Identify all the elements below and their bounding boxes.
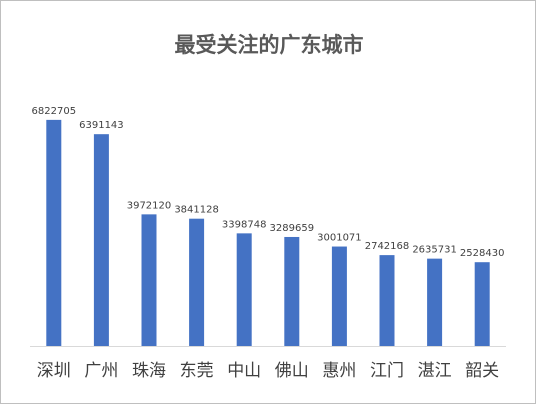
bar-4	[189, 218, 205, 346]
bar-1	[46, 119, 62, 346]
x-tick-label-2: 广州	[84, 361, 118, 381]
data-label-3: 3972120	[127, 200, 172, 211]
bar-7	[331, 246, 347, 346]
bar-3	[141, 214, 157, 346]
x-tick-label-10: 韶关	[465, 361, 499, 381]
data-label-8: 2742168	[365, 241, 410, 252]
data-label-6: 3289659	[270, 223, 315, 234]
bar-2	[93, 134, 109, 346]
data-label-5: 3398748	[222, 219, 267, 230]
data-label-2: 6391143	[79, 120, 124, 131]
x-tick-label-7: 惠州	[322, 361, 356, 381]
bar-8	[379, 255, 395, 346]
x-tick-label-1: 深圳	[37, 361, 71, 381]
x-tick-label-3: 珠海	[132, 361, 166, 381]
x-tick-label-9: 湛江	[418, 361, 452, 381]
data-label-9: 2635731	[412, 245, 457, 256]
data-label-10: 2528430	[460, 248, 505, 259]
bar-10	[474, 262, 490, 346]
x-tick-label-5: 中山	[227, 361, 261, 381]
x-tick-label-8: 江门	[370, 361, 404, 381]
bar-9	[427, 258, 443, 346]
bar-5	[236, 233, 252, 346]
chart-title: 最受关注的广东城市	[174, 33, 364, 57]
x-tick-label-4: 东莞	[180, 361, 214, 381]
x-tick-label-6: 佛山	[275, 361, 309, 381]
bar-6	[284, 236, 300, 346]
data-label-4: 3841128	[174, 205, 219, 216]
data-label-1: 6822705	[32, 106, 77, 117]
data-label-7: 3001071	[317, 233, 362, 244]
